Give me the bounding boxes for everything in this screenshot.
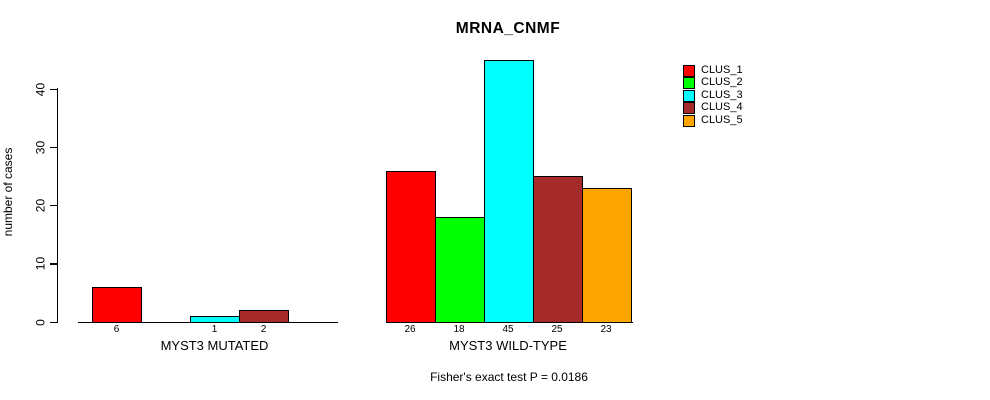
bar-clus_2 [434, 217, 485, 323]
bar-clus_3 [190, 316, 240, 323]
y-axis-line [57, 88, 59, 323]
bar-clus_4 [239, 310, 289, 323]
legend-label: CLUS_4 [701, 101, 743, 114]
y-tick-label: 0 [33, 318, 48, 326]
legend-label: CLUS_3 [701, 88, 743, 101]
y-tick-mark [50, 88, 58, 90]
fisher-test-annotation: Fisher's exact test P = 0.0186 [430, 370, 588, 384]
y-tick-label: 10 [33, 257, 48, 271]
y-tick-label: 40 [33, 82, 48, 96]
legend-label: CLUS_2 [701, 76, 743, 89]
bar-value-label: 6 [113, 324, 120, 335]
bar-value-label: 18 [453, 324, 465, 335]
chart-title: MRNA_CNMF [455, 20, 561, 37]
bar-value-label: 23 [600, 324, 612, 335]
bar-value-label: 45 [502, 324, 514, 335]
bar-clus_5 [581, 188, 632, 323]
legend-swatch-clus_1 [683, 65, 695, 77]
bar-value-label: 25 [551, 324, 563, 335]
y-tick-mark [50, 205, 58, 207]
y-tick-label: 30 [33, 140, 48, 154]
x-group-label: MYST3 WILD-TYPE [449, 338, 567, 353]
bar-value-label: 2 [260, 324, 267, 335]
legend-swatch-clus_5 [683, 114, 695, 127]
legend-label: CLUS_5 [701, 113, 743, 126]
legend-swatch-clus_3 [683, 89, 695, 102]
y-tick-mark [50, 321, 58, 323]
legend-swatch-clus_4 [683, 102, 695, 115]
bar-clus_1 [92, 287, 142, 323]
x-group-label: MYST3 MUTATED [160, 338, 269, 353]
y-tick-mark [50, 146, 58, 149]
y-tick-mark [50, 263, 58, 265]
legend-swatch-clus_2 [683, 77, 695, 90]
y-tick-label: 20 [33, 198, 48, 213]
bar-value-label: 26 [404, 324, 416, 335]
bar-clus_1 [385, 170, 436, 323]
bar-value-label: 1 [211, 324, 218, 335]
bar-clus_3 [483, 59, 534, 323]
legend-label: CLUS_1 [701, 64, 743, 76]
bar-clus_4 [532, 176, 583, 323]
y-axis-label: number of cases [1, 147, 15, 237]
